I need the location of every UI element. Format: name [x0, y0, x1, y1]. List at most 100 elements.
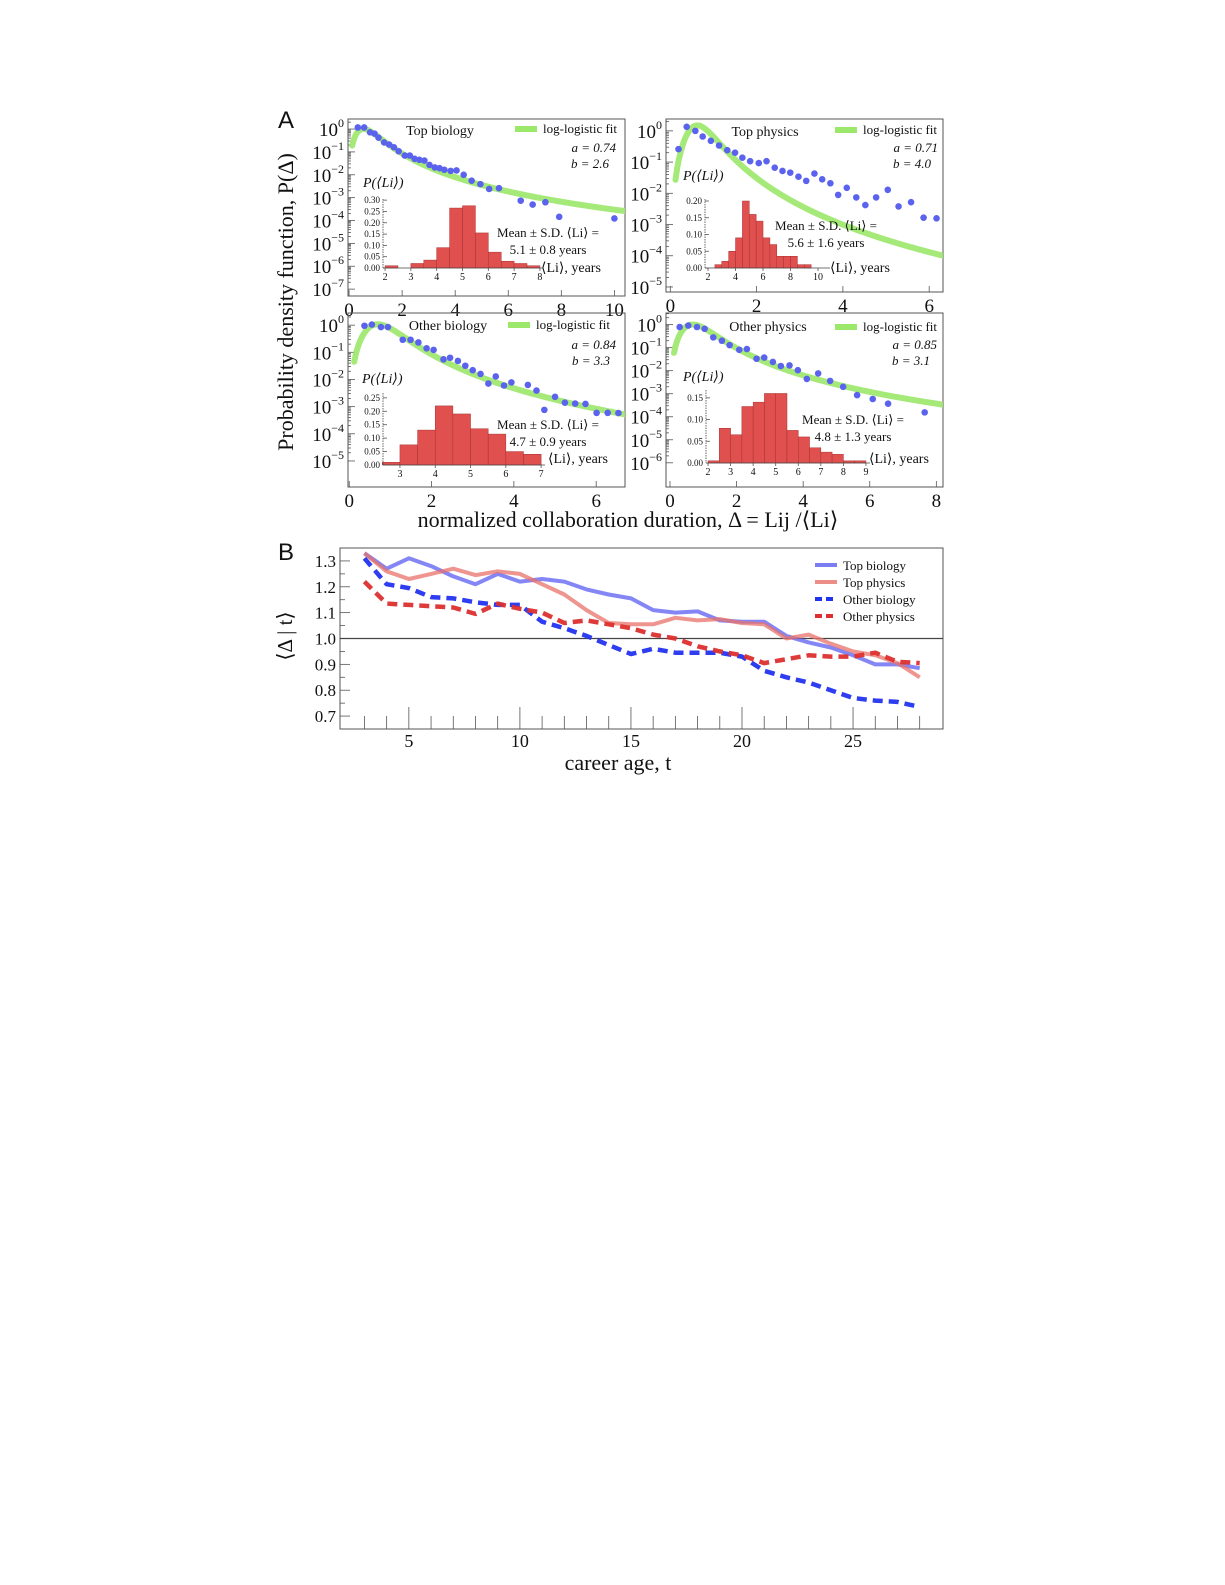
data-point — [771, 164, 779, 172]
histogram-bar — [434, 405, 454, 466]
inset-mean-label: Mean ± S.D. ⟨Li⟩ = — [497, 225, 599, 240]
y-tick-label: 10−3 — [312, 185, 344, 210]
inset-x-tick-label: 3 — [728, 467, 733, 478]
inset-y-tick-label: 0.10 — [686, 230, 702, 240]
y-tick-label: 1.0 — [315, 630, 336, 649]
histogram-bar — [417, 429, 436, 466]
inset-mean-label: Mean ± S.D. ⟨Li⟩ = — [802, 412, 904, 427]
x-tick-label: 4 — [450, 300, 460, 321]
tick-exponent: 0 — [338, 312, 344, 326]
inset-y-tick-label: 0.05 — [364, 252, 380, 262]
series-line-other-biology — [362, 556, 921, 710]
tick-exponent: 0 — [338, 116, 344, 130]
tick-exponent: 0 — [656, 312, 662, 326]
panel-a-label: A — [278, 107, 294, 134]
data-point — [406, 152, 414, 159]
inset-x-tick-label: 2 — [383, 272, 388, 283]
inset-x-tick-label: 4 — [751, 467, 756, 478]
data-point — [795, 173, 802, 181]
legend-fit-label: log-logistic fit — [536, 317, 610, 332]
inset-mean-value: 5.1 ± 0.8 years — [510, 242, 587, 257]
inset-mean-value: 4.7 ± 0.9 years — [510, 434, 587, 449]
tick-exponent: −2 — [331, 162, 344, 176]
tick-exponent: −4 — [331, 421, 344, 435]
inset-y-tick-label: 0.15 — [686, 213, 702, 223]
legend-fit-label: log-logistic fit — [863, 319, 937, 334]
inset-x-tick-label: 7 — [512, 272, 517, 283]
data-point — [676, 323, 683, 331]
fit-param-a: a = 0.85 — [892, 337, 937, 352]
inset-y-tick-label: 0.25 — [364, 393, 380, 403]
y-tick-label: 100 — [637, 118, 662, 143]
inset-x-tick-label: 6 — [486, 272, 491, 283]
y-tick-label: 10−3 — [312, 394, 344, 419]
data-point — [485, 185, 493, 193]
tick-base: 10 — [630, 339, 649, 360]
tick-exponent: −1 — [649, 149, 662, 163]
inset-histogram: P(⟨Li⟩) 0.00 0.05 0.10 0.15 0.20 0.25 3 4 5 6 7 Mean… — [361, 372, 608, 480]
x-tick-label: 0 — [344, 300, 354, 321]
data-point — [571, 400, 579, 407]
data-point — [454, 357, 462, 365]
y-tick-label: 10−6 — [630, 450, 662, 475]
data-point — [692, 127, 699, 135]
fit-param-a: a = 0.74 — [571, 140, 616, 155]
log-logistic-fit-curve — [351, 321, 625, 418]
data-point — [933, 215, 940, 222]
inset-mean-label: Mean ± S.D. ⟨Li⟩ = — [497, 417, 599, 432]
inset-x-tick-label: 6 — [796, 467, 801, 478]
data-point — [715, 142, 723, 149]
tick-exponent: −3 — [649, 212, 662, 226]
x-tick-label: 0 — [665, 491, 675, 512]
data-point — [794, 366, 802, 374]
histogram-bar — [762, 237, 771, 269]
data-point — [755, 159, 763, 167]
inset-x-label: ⟨Li⟩, years — [541, 261, 601, 276]
tick-base: 10 — [312, 212, 331, 233]
panel-title: Top physics — [731, 125, 798, 140]
tick-base: 10 — [630, 278, 649, 299]
y-tick-label: 10−4 — [312, 421, 344, 446]
histogram-bar — [735, 237, 743, 269]
tick-base: 10 — [630, 216, 649, 237]
inset-x-tick-label: 5 — [468, 469, 473, 480]
data-point — [675, 145, 682, 153]
inset-x-label: ⟨Li⟩, years — [869, 452, 929, 467]
histogram-bar — [790, 256, 798, 269]
histogram-bar — [730, 434, 743, 464]
x-tick-label: 8 — [557, 300, 567, 321]
inset-y-tick-label: 0.15 — [687, 393, 703, 403]
data-point — [440, 356, 447, 363]
panel-a-y-axis-label: Probability density function, P(Δ) — [273, 153, 298, 451]
plot-frame — [347, 118, 626, 297]
inset-x-tick-label: 6 — [761, 272, 766, 283]
data-point — [555, 213, 563, 221]
histogram-bar — [452, 413, 471, 466]
histogram-bar — [755, 220, 764, 269]
data-point — [786, 362, 793, 369]
tick-exponent: 0 — [656, 118, 662, 132]
data-point — [709, 334, 717, 341]
tick-base: 10 — [630, 454, 649, 475]
histogram-bar — [721, 261, 729, 269]
y-tick-label: 10−7 — [312, 276, 344, 301]
data-point — [453, 167, 460, 174]
data-point — [469, 366, 477, 374]
panel-b-line-chart: 5 10 15 20 25 0.7 0.8 0.9 1.0 1.1 1.2 1.3 Top biolog… — [315, 547, 944, 751]
inset-x-label: ⟨Li⟩, years — [830, 261, 890, 276]
data-point — [384, 323, 392, 331]
legend-fit-label: log-logistic fit — [863, 122, 937, 137]
histogram-bar — [399, 444, 418, 466]
data-point — [462, 362, 469, 370]
inset-x-label: ⟨Li⟩, years — [548, 452, 608, 467]
y-tick-label: 1.3 — [315, 552, 336, 571]
data-point — [693, 323, 701, 331]
data-point — [500, 382, 508, 389]
histogram-bar — [769, 244, 778, 269]
inset-y-label: P(⟨Li⟩) — [362, 176, 404, 191]
plot-frame — [665, 312, 944, 488]
tick-base: 10 — [312, 452, 331, 473]
